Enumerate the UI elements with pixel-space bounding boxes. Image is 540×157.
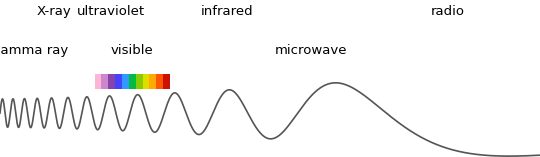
Bar [94, 74, 102, 89]
Text: gamma ray: gamma ray [0, 44, 68, 57]
Bar [108, 74, 115, 89]
Bar [163, 74, 170, 89]
Text: microwave: microwave [274, 44, 347, 57]
Text: radio: radio [431, 5, 465, 18]
Bar [129, 74, 136, 89]
Bar [102, 74, 108, 89]
Text: X-ray: X-ray [37, 5, 71, 18]
Text: infrared: infrared [200, 5, 253, 18]
Text: ultraviolet: ultraviolet [77, 5, 145, 18]
Bar [157, 74, 163, 89]
Bar [122, 74, 129, 89]
Bar [115, 74, 122, 89]
Bar [136, 74, 143, 89]
Text: visible: visible [111, 44, 154, 57]
Bar [150, 74, 157, 89]
Bar [143, 74, 150, 89]
